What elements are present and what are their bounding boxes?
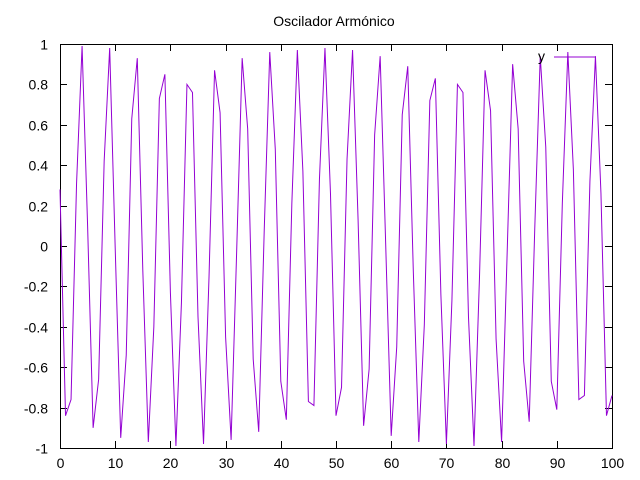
y-tick-label: 0.6 <box>29 118 49 134</box>
x-tick-label: 50 <box>329 455 345 471</box>
series-line-y <box>59 45 613 447</box>
legend: y <box>538 48 596 64</box>
series-layer <box>59 45 613 447</box>
chart-title: Oscilador Armónico <box>273 13 395 29</box>
legend-label-y: y <box>538 48 545 64</box>
x-tick-label: 80 <box>495 455 511 471</box>
x-tick-label: 20 <box>163 455 179 471</box>
x-tick-label: 90 <box>550 455 566 471</box>
x-tick-label: 40 <box>274 455 290 471</box>
y-tick-label: -0.6 <box>24 360 48 376</box>
x-tick-label: 100 <box>601 455 625 471</box>
x-axis: 0 10 20 30 40 50 60 70 80 90 100 <box>57 44 625 471</box>
x-tick-label: 0 <box>57 455 65 471</box>
y-tick-label: 0.2 <box>29 199 49 215</box>
y-tick-label: -0.4 <box>24 320 48 336</box>
y-tick-label: -1 <box>36 441 49 457</box>
y-tick-label: 1 <box>40 37 48 53</box>
y-tick-label: 0 <box>40 239 48 255</box>
x-tick-label: 60 <box>384 455 400 471</box>
y-tick-label: 0.8 <box>29 77 49 93</box>
x-tick-label: 70 <box>439 455 455 471</box>
y-tick-label: -0.2 <box>24 279 48 295</box>
y-tick-label: -0.8 <box>24 401 48 417</box>
x-tick-label: 10 <box>108 455 124 471</box>
x-tick-label: 30 <box>219 455 235 471</box>
y-tick-label: 0.4 <box>29 158 49 174</box>
y-axis: 1 0.8 0.6 0.4 0.2 0 -0.2 -0.4 -0.6 -0.8 -1 <box>24 37 612 457</box>
